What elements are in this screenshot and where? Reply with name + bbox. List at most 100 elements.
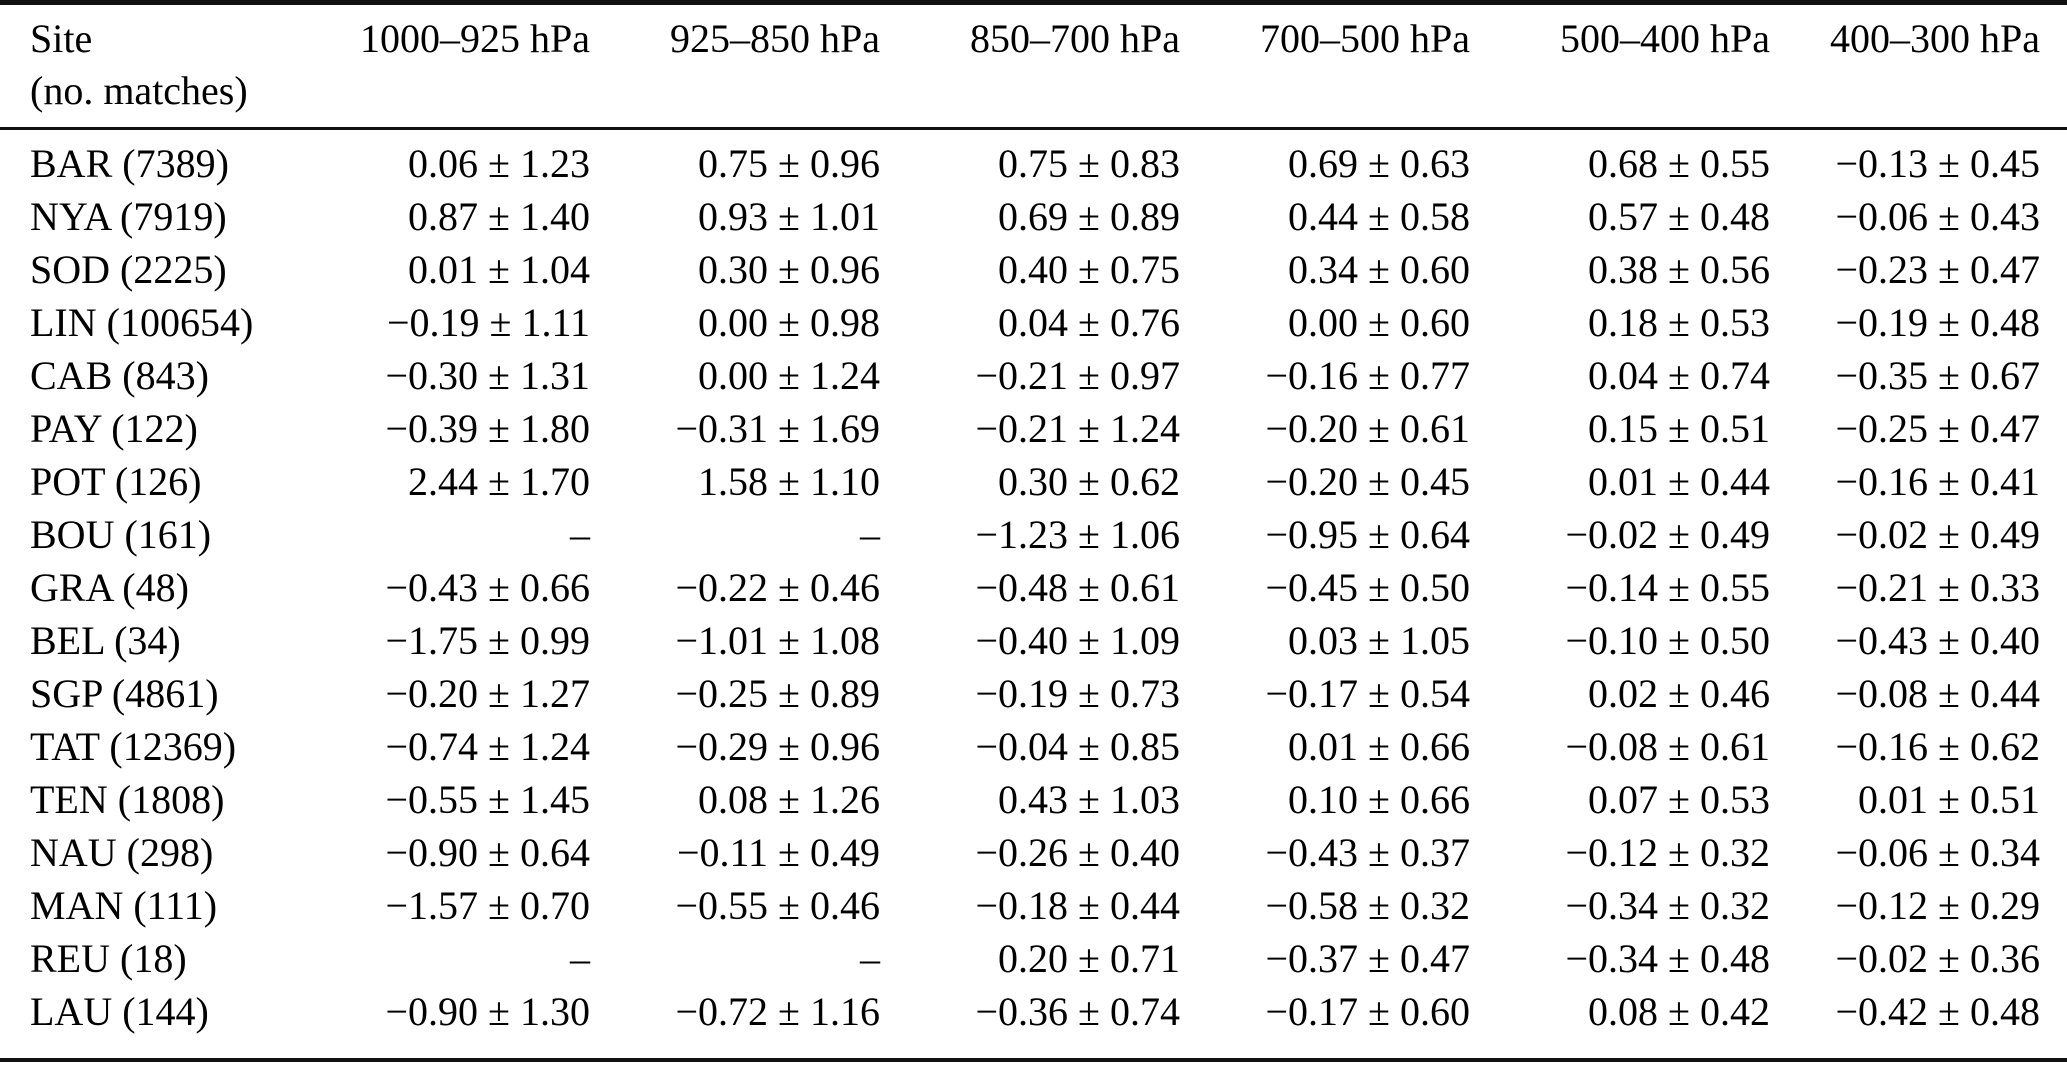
value-cell: −0.16 ± 0.41 [1835, 459, 2040, 504]
value-cell: 0.06 ± 1.23 [408, 141, 590, 186]
column-header-850-700: 850–700 hPa [890, 2, 1190, 130]
value-cell: −0.17 ± 0.54 [1265, 671, 1470, 716]
table-row: PAY (122) −0.39 ± 1.80 −0.31 ± 1.69 −0.21 ±… [0, 402, 2067, 455]
value-cell: −0.43 ± 0.40 [1835, 618, 2040, 663]
value-cell: 0.01 ± 1.04 [408, 247, 590, 292]
value-cell: – [570, 512, 590, 557]
site-cell: TAT (12369) [30, 724, 237, 769]
site-cell: SOD (2225) [30, 247, 227, 292]
value-cell: 0.01 ± 0.44 [1588, 459, 1770, 504]
value-cell: 0.93 ± 1.01 [698, 194, 880, 239]
value-cell: −0.13 ± 0.45 [1835, 141, 2040, 186]
value-cell: 0.69 ± 0.89 [998, 194, 1180, 239]
column-header-1000-925: 1000–925 hPa [310, 2, 600, 130]
value-cell: 0.30 ± 0.62 [998, 459, 1180, 504]
value-cell: 0.10 ± 0.66 [1288, 777, 1470, 822]
value-cell: −0.40 ± 1.09 [975, 618, 1180, 663]
value-cell: −0.42 ± 0.48 [1835, 989, 2040, 1034]
value-cell: 0.04 ± 0.76 [998, 300, 1180, 345]
value-cell: −0.34 ± 0.48 [1565, 936, 1770, 981]
column-header-700-500: 700–500 hPa [1190, 2, 1480, 130]
value-cell: – [570, 936, 590, 981]
site-header-line2: (no. matches) [30, 68, 248, 113]
value-cell: −0.48 ± 0.61 [975, 565, 1180, 610]
value-cell: 0.01 ± 0.51 [1858, 777, 2040, 822]
table-row: TEN (1808) −0.55 ± 1.45 0.08 ± 1.26 0.43 ± … [0, 773, 2067, 826]
value-cell: −0.12 ± 0.29 [1835, 883, 2040, 928]
value-cell: 0.15 ± 0.51 [1588, 406, 1770, 451]
value-cell: 0.38 ± 0.56 [1588, 247, 1770, 292]
value-cell: −0.39 ± 1.80 [385, 406, 590, 451]
value-cell: 0.08 ± 1.26 [698, 777, 880, 822]
value-cell: −0.25 ± 0.89 [675, 671, 880, 716]
value-cell: – [860, 512, 880, 557]
value-cell: 0.08 ± 0.42 [1588, 989, 1770, 1034]
value-cell: 0.30 ± 0.96 [698, 247, 880, 292]
site-cell: SGP (4861) [30, 671, 219, 716]
value-cell: 0.04 ± 0.74 [1588, 353, 1770, 398]
table-row: CAB (843) −0.30 ± 1.31 0.00 ± 1.24 −0.21 ± … [0, 349, 2067, 402]
value-cell: 0.00 ± 1.24 [698, 353, 880, 398]
value-cell: −0.37 ± 0.47 [1265, 936, 1470, 981]
value-cell: 0.00 ± 0.60 [1288, 300, 1470, 345]
value-cell: −0.74 ± 1.24 [385, 724, 590, 769]
value-cell: 0.44 ± 0.58 [1288, 194, 1470, 239]
value-cell: 0.01 ± 0.66 [1288, 724, 1470, 769]
table-row: REU (18) – – 0.20 ± 0.71 −0.37 ± 0.47 −0.34 ±… [0, 932, 2067, 985]
value-cell: −0.04 ± 0.85 [975, 724, 1180, 769]
value-cell: −1.23 ± 1.06 [975, 512, 1180, 557]
value-cell: −0.18 ± 0.44 [975, 883, 1180, 928]
value-cell: 2.44 ± 1.70 [408, 459, 590, 504]
value-cell: −0.20 ± 1.27 [385, 671, 590, 716]
value-cell: −0.02 ± 0.49 [1565, 512, 1770, 557]
value-cell: −0.34 ± 0.32 [1565, 883, 1770, 928]
value-cell: −0.16 ± 0.62 [1835, 724, 2040, 769]
value-cell: −0.19 ± 1.11 [386, 300, 590, 345]
column-header-400-300: 400–300 hPa [1780, 2, 2067, 130]
site-cell: PAY (122) [30, 406, 198, 451]
value-cell: −0.36 ± 0.74 [975, 989, 1180, 1034]
table-row: BOU (161) – – −1.23 ± 1.06 −0.95 ± 0.64 −0.02… [0, 508, 2067, 561]
value-cell: −0.43 ± 0.37 [1265, 830, 1470, 875]
value-cell: −1.75 ± 0.99 [385, 618, 590, 663]
value-cell: −0.21 ± 0.33 [1835, 565, 2040, 610]
value-cell: −0.14 ± 0.55 [1565, 565, 1770, 610]
site-cell: MAN (111) [30, 883, 218, 928]
table-row: POT (126) 2.44 ± 1.70 1.58 ± 1.10 0.30 ± 0.… [0, 455, 2067, 508]
column-header-site: Site (no. matches) [0, 2, 310, 130]
site-cell: NYA (7919) [30, 194, 227, 239]
value-cell: 0.57 ± 0.48 [1588, 194, 1770, 239]
value-cell: 0.07 ± 0.53 [1588, 777, 1770, 822]
site-cell: TEN (1808) [30, 777, 225, 822]
value-cell: – [860, 936, 880, 981]
site-cell: BOU (161) [30, 512, 212, 557]
value-cell: −0.16 ± 0.77 [1265, 353, 1470, 398]
value-cell: −1.01 ± 1.08 [675, 618, 880, 663]
value-cell: −0.29 ± 0.96 [675, 724, 880, 769]
value-cell: −0.30 ± 1.31 [385, 353, 590, 398]
value-cell: 0.87 ± 1.40 [408, 194, 590, 239]
value-cell: −0.19 ± 0.48 [1835, 300, 2040, 345]
site-header-line1: Site [30, 16, 93, 61]
value-cell: 0.68 ± 0.55 [1588, 141, 1770, 186]
site-cell: REU (18) [30, 936, 187, 981]
value-cell: 0.69 ± 0.63 [1288, 141, 1470, 186]
table-row: TAT (12369) −0.74 ± 1.24 −0.29 ± 0.96 −0.04… [0, 720, 2067, 773]
value-cell: −0.23 ± 0.47 [1835, 247, 2040, 292]
table-row: LAU (144) −0.90 ± 1.30 −0.72 ± 1.16 −0.36 ±… [0, 985, 2067, 1060]
value-cell: 0.00 ± 0.98 [698, 300, 880, 345]
column-header-925-850: 925–850 hPa [600, 2, 890, 130]
value-cell: −0.58 ± 0.32 [1265, 883, 1470, 928]
table-row: GRA (48) −0.43 ± 0.66 −0.22 ± 0.46 −0.48 ± … [0, 561, 2067, 614]
value-cell: −0.55 ± 0.46 [675, 883, 880, 928]
table-row: NAU (298) −0.90 ± 0.64 −0.11 ± 0.49 −0.26 ±… [0, 826, 2067, 879]
site-cell: BAR (7389) [30, 141, 229, 186]
value-cell: −0.02 ± 0.49 [1835, 512, 2040, 557]
value-cell: −0.45 ± 0.50 [1265, 565, 1470, 610]
value-cell: −0.26 ± 0.40 [975, 830, 1180, 875]
value-cell: −0.06 ± 0.34 [1835, 830, 2040, 875]
table-row: BAR (7389) 0.06 ± 1.23 0.75 ± 0.96 0.75 ± 0… [0, 129, 2067, 191]
value-cell: −0.08 ± 0.61 [1565, 724, 1770, 769]
value-cell: −0.43 ± 0.66 [385, 565, 590, 610]
value-cell: −0.10 ± 0.50 [1565, 618, 1770, 663]
